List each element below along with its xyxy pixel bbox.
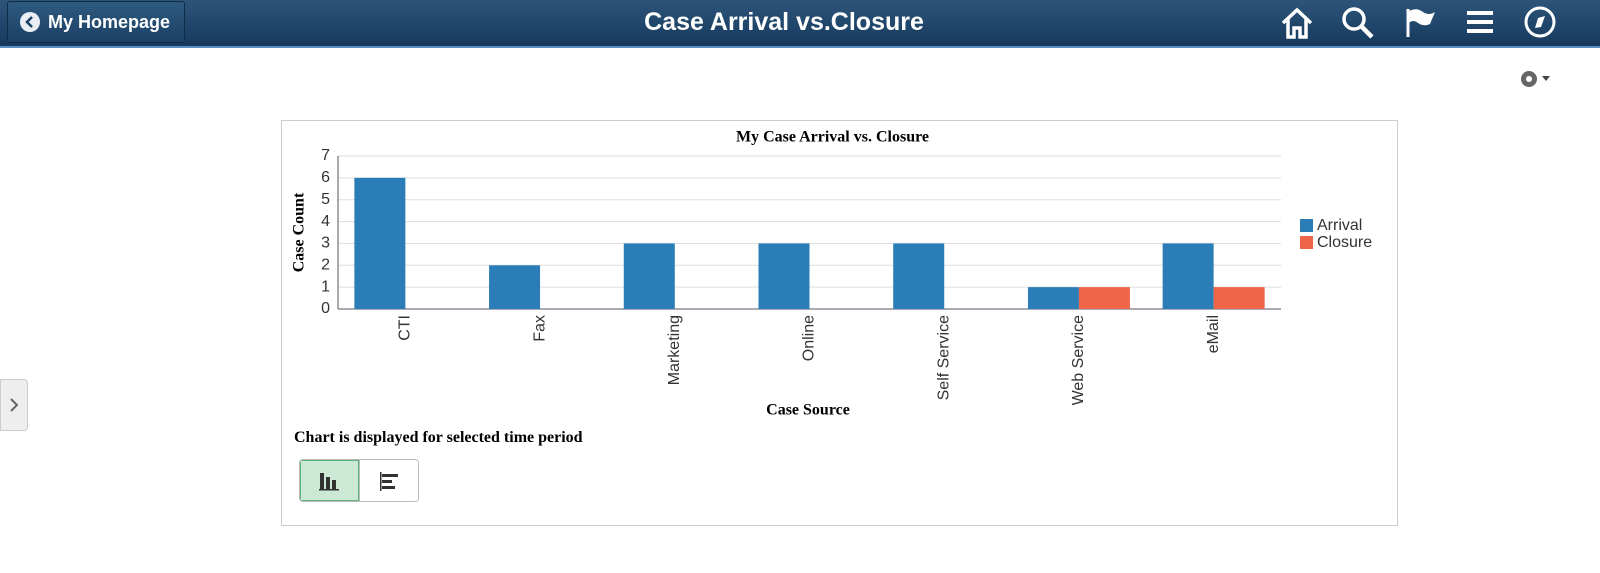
legend-swatch — [1300, 219, 1313, 232]
x-tick-label: Fax — [531, 315, 548, 342]
x-tick-label: eMail — [1205, 315, 1222, 353]
menu-icon[interactable] — [1464, 6, 1498, 40]
vertical-bar-button[interactable] — [300, 460, 360, 501]
y-tick-label: 0 — [321, 300, 330, 317]
flag-icon[interactable] — [1403, 6, 1437, 40]
header-bar: My Homepage Case Arrival vs.Closure — [0, 0, 1600, 48]
y-tick-label: 3 — [321, 235, 330, 252]
bar — [1162, 243, 1214, 309]
y-tick-label: 5 — [321, 191, 330, 208]
y-tick-label: 6 — [321, 169, 330, 186]
horizontal-bar-button[interactable] — [359, 460, 418, 501]
settings-icon[interactable] — [1518, 67, 1552, 91]
x-tick-label: Marketing — [666, 315, 683, 385]
bar — [893, 243, 945, 309]
search-icon[interactable] — [1341, 6, 1375, 40]
y-tick-label: 4 — [321, 213, 330, 230]
x-tick-label: Self Service — [935, 315, 952, 400]
x-tick-label: Web Service — [1070, 315, 1087, 406]
bar — [1213, 287, 1265, 309]
chart-type-toggle — [299, 459, 419, 502]
bar — [623, 243, 675, 309]
page-title: Case Arrival vs.Closure — [644, 8, 924, 36]
bar — [1078, 287, 1130, 309]
side-tab[interactable] — [0, 379, 28, 431]
y-tick-label: 2 — [321, 257, 330, 274]
y-tick-label: 7 — [321, 147, 330, 164]
navigator-icon[interactable] — [1522, 6, 1558, 42]
x-tick-label: Online — [801, 315, 818, 361]
bar — [489, 265, 541, 309]
chart-panel — [281, 120, 1398, 526]
x-axis-title: Case Source — [766, 402, 850, 419]
chart: My Case Arrival vs. Closure Case Count Cas… — [291, 129, 1373, 419]
legend-swatch — [1300, 236, 1313, 249]
legend-label: Arrival — [1317, 217, 1362, 234]
chart-note: Chart is displayed for selected time per… — [294, 429, 583, 446]
home-icon[interactable] — [1280, 6, 1314, 40]
back-button[interactable]: My Homepage — [7, 1, 185, 43]
y-axis-title: Case Count — [291, 192, 308, 272]
back-label: My Homepage — [48, 11, 171, 32]
chart-title: My Case Arrival vs. Closure — [736, 129, 929, 146]
bar — [354, 177, 406, 309]
legend-label: Closure — [1317, 234, 1372, 251]
y-tick-label: 1 — [321, 278, 330, 295]
bar — [758, 243, 810, 309]
bar — [1027, 287, 1079, 309]
x-tick-label: CTI — [397, 315, 414, 341]
